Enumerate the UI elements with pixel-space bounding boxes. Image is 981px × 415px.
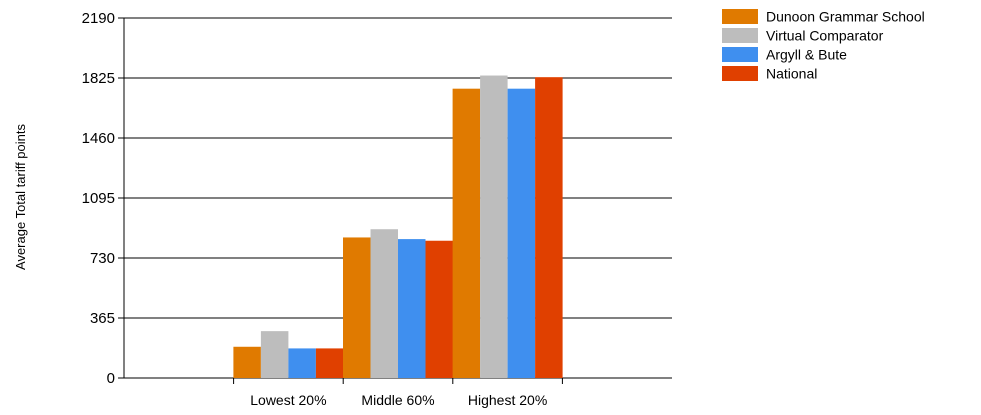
bar (315, 348, 344, 378)
legend-label: Argyll & Bute (766, 47, 847, 63)
bar (535, 77, 563, 378)
legend-label: National (766, 66, 817, 82)
y-axis-title: Average Total tariff points (13, 124, 28, 270)
legend-label: Dunoon Grammar School (766, 9, 925, 25)
legend-swatch (722, 66, 758, 81)
legend-swatch (722, 28, 758, 43)
gridlines (124, 17, 672, 319)
legend-label: Virtual Comparator (766, 28, 884, 44)
bar (480, 75, 508, 379)
bar (398, 239, 426, 378)
y-tick-label: 2190 (82, 10, 115, 27)
bar (260, 331, 289, 378)
x-category-label: Highest 20% (468, 392, 547, 408)
y-tick-label: 1095 (82, 190, 115, 207)
x-category-labels: Lowest 20% Middle 60% Highest 20% (250, 392, 547, 408)
bar (370, 229, 398, 378)
bar (288, 348, 316, 378)
bars (233, 75, 563, 379)
y-tick-labels: 0 365 730 1095 1460 1825 2190 (82, 10, 115, 387)
legend: Dunoon Grammar School Virtual Comparator A… (722, 9, 925, 82)
x-category-label: Middle 60% (361, 392, 434, 408)
y-tick-label: 730 (90, 250, 115, 267)
y-tick-label: 0 (107, 370, 115, 387)
bar (452, 88, 481, 378)
bar (507, 88, 536, 378)
y-tick-label: 1460 (82, 130, 115, 147)
legend-swatch (722, 9, 758, 24)
y-tick-label: 1825 (82, 70, 115, 87)
bar (425, 240, 453, 378)
bar (233, 346, 261, 378)
y-tick-label: 365 (90, 310, 115, 327)
bar (343, 237, 371, 378)
legend-swatch (722, 47, 758, 62)
x-category-label: Lowest 20% (250, 392, 326, 408)
